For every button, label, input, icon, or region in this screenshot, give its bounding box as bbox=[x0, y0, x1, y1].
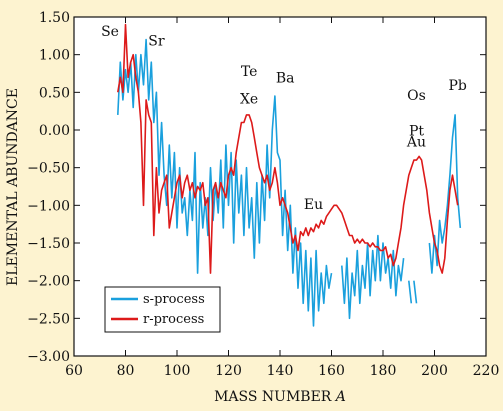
legend-label-s-process: s-process bbox=[143, 292, 205, 307]
x-axis-title-var: A bbox=[334, 389, 346, 405]
legend-box bbox=[104, 286, 221, 333]
y-axis-title: ELEMENTAL ABUNDANCE bbox=[5, 88, 21, 286]
x-tick-label: 220 bbox=[473, 363, 500, 379]
x-tick-label: 60 bbox=[65, 363, 83, 379]
x-tick-label: 200 bbox=[421, 363, 448, 379]
element-label-pt: Pt bbox=[409, 123, 424, 139]
x-tick-label: 100 bbox=[164, 363, 191, 379]
r-process-line bbox=[117, 23, 459, 274]
y-tick-label: −1.00 bbox=[27, 198, 70, 214]
x-axis-title: MASS NUMBER A bbox=[214, 389, 346, 405]
element-label-te: Te bbox=[241, 64, 258, 80]
s-process-line bbox=[428, 114, 462, 274]
axis-ticks: 60 80 100 120 140 160 180 200 220 1.50 1.00 0.50 0.0… bbox=[27, 10, 499, 379]
y-tick-label: 0.00 bbox=[39, 123, 70, 139]
element-label-eu: Eu bbox=[304, 197, 323, 213]
x-tick-label: 140 bbox=[267, 363, 294, 379]
element-label-xe: Xe bbox=[240, 92, 258, 108]
y-tick-label: −1.50 bbox=[27, 236, 70, 252]
s-process-line bbox=[413, 280, 418, 304]
legend-label-r-process: r-process bbox=[143, 312, 204, 327]
legend: s-process r-process bbox=[104, 286, 221, 333]
x-tick-label: 180 bbox=[370, 363, 397, 379]
y-tick-label: −3.00 bbox=[27, 349, 70, 365]
s-process-line bbox=[408, 280, 413, 304]
element-label-sr: Sr bbox=[148, 34, 165, 50]
x-tick-label: 120 bbox=[215, 363, 242, 379]
element-label-au: Au bbox=[406, 135, 426, 151]
y-tick-label: −2.00 bbox=[27, 274, 70, 290]
x-tick-label: 160 bbox=[318, 363, 345, 379]
y-tick-label: 0.50 bbox=[39, 85, 70, 101]
element-label-pb: Pb bbox=[448, 78, 466, 94]
s-process-line bbox=[341, 234, 405, 320]
element-label-se: Se bbox=[101, 24, 119, 40]
x-tick-label: 80 bbox=[117, 363, 135, 379]
x-axis-title-text: MASS NUMBER bbox=[214, 389, 336, 405]
series-layer bbox=[117, 23, 462, 327]
y-tick-label: 1.00 bbox=[39, 48, 70, 64]
element-label-os: Os bbox=[407, 88, 426, 104]
element-label-ba: Ba bbox=[276, 71, 295, 87]
y-tick-label: −2.50 bbox=[27, 311, 70, 327]
y-tick-label: 1.50 bbox=[39, 10, 70, 26]
y-tick-label: −0.50 bbox=[27, 161, 70, 177]
